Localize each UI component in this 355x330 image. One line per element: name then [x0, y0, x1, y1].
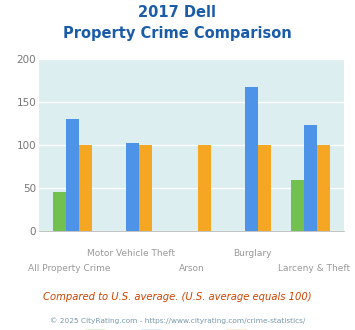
Bar	[304, 125, 317, 231]
Bar	[198, 145, 211, 231]
Text: 2017 Dell: 2017 Dell	[138, 5, 217, 20]
Text: Property Crime Comparison: Property Crime Comparison	[63, 26, 292, 41]
Bar	[245, 87, 258, 231]
Text: Burglary: Burglary	[234, 249, 272, 258]
Text: Larceny & Theft: Larceny & Theft	[278, 264, 350, 273]
Text: All Property Crime: All Property Crime	[28, 264, 111, 273]
Text: Arson: Arson	[179, 264, 204, 273]
Bar	[317, 145, 331, 231]
Bar	[79, 145, 92, 231]
Legend: Dell, Arkansas, National: Dell, Arkansas, National	[81, 326, 303, 330]
Text: © 2025 CityRating.com - https://www.cityrating.com/crime-statistics/: © 2025 CityRating.com - https://www.city…	[50, 317, 305, 324]
Bar	[126, 144, 139, 231]
Bar	[291, 180, 304, 231]
Bar	[139, 145, 152, 231]
Text: Compared to U.S. average. (U.S. average equals 100): Compared to U.S. average. (U.S. average …	[43, 292, 312, 302]
Bar	[66, 119, 79, 231]
Bar	[258, 145, 271, 231]
Bar	[53, 192, 66, 231]
Text: Motor Vehicle Theft: Motor Vehicle Theft	[87, 249, 175, 258]
